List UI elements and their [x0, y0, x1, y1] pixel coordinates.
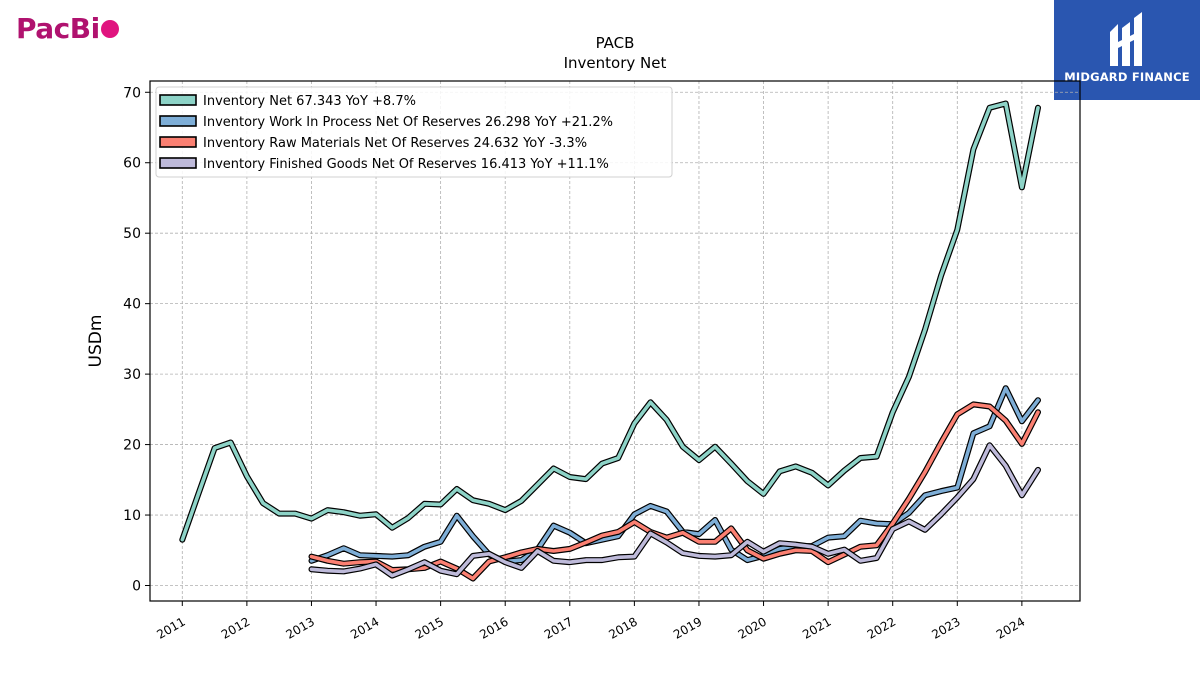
- plot-frame: [149, 80, 1081, 602]
- x-tick-label: 2014: [348, 614, 381, 641]
- legend-swatch: [159, 157, 197, 169]
- y-tick-label: 30: [123, 367, 141, 383]
- legend-box: [155, 86, 673, 178]
- pacbio-logo-dot: [100, 20, 119, 38]
- y-tick-label: 70: [123, 85, 141, 101]
- x-tick-label: 2022: [865, 614, 898, 641]
- x-tick-label: 2023: [929, 614, 962, 641]
- legend: Inventory Net 67.343 YoY +8.7% Inventory …: [155, 86, 673, 178]
- y-tick-label: 40: [123, 297, 141, 313]
- pacbio-logo-text: PacBi: [16, 12, 100, 45]
- x-tick-label: 2019: [671, 614, 704, 641]
- x-tick-label: 2016: [477, 614, 510, 641]
- series-lines: [179, 100, 1041, 582]
- x-tick-label: 2015: [413, 614, 446, 641]
- legend-entry-label: Inventory Net 67.343 YoY +8.7%: [203, 94, 416, 109]
- x-tick-label: 2011: [154, 614, 187, 641]
- legend-swatch: [159, 94, 197, 106]
- y-tick-label: 10: [123, 508, 141, 524]
- series-line: [180, 101, 1040, 542]
- y-tick-label: 60: [123, 156, 141, 172]
- x-tick-label: 2017: [542, 614, 575, 641]
- y-tick-label: 50: [123, 226, 141, 242]
- legend-entry-label: Inventory Finished Goods Net Of Reserves…: [203, 157, 609, 172]
- y-tick-label: 20: [123, 438, 141, 454]
- series-line: [309, 386, 1040, 564]
- midgard-finance-logo: MIDGARD FINANCE: [1054, 0, 1200, 100]
- midgard-logo-icon: [1110, 12, 1142, 66]
- x-tick-label: 2024: [994, 614, 1027, 641]
- chart-title: PACB: [596, 34, 635, 52]
- pacbio-logo: PacBi: [16, 12, 119, 45]
- series-line: [309, 443, 1040, 578]
- x-tick-label: 2013: [284, 614, 317, 641]
- legend-swatch: [159, 136, 197, 148]
- y-tick-label: 0: [132, 578, 141, 594]
- x-tick-label: 2012: [219, 614, 252, 641]
- y-axis-label: USDm: [86, 315, 106, 368]
- legend-entry-label: Inventory Work In Process Net Of Reserve…: [203, 115, 613, 130]
- midgard-finance-label: MIDGARD FINANCE: [1064, 70, 1190, 84]
- x-tick-label: 2018: [606, 614, 639, 641]
- chart-subtitle: Inventory Net: [564, 54, 667, 72]
- x-tick-label: 2021: [800, 614, 833, 641]
- legend-swatch: [159, 115, 197, 127]
- x-tick-label: 2020: [736, 614, 769, 641]
- legend-entry-label: Inventory Raw Materials Net Of Reserves …: [203, 136, 587, 151]
